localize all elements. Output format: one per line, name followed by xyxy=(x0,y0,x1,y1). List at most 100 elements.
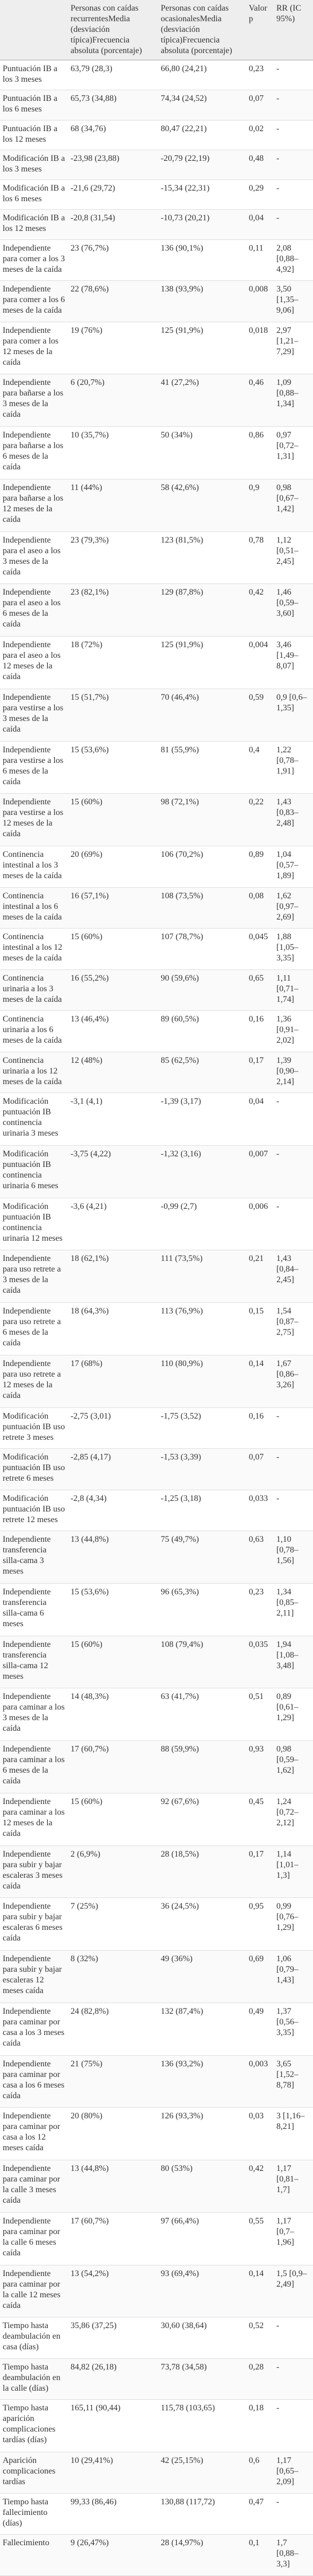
table-cell: 1,54 [0,87–2,75] xyxy=(274,1302,313,1355)
table-cell: 20 (80%) xyxy=(68,2107,158,2161)
table-cell: -3,1 (4,1) xyxy=(68,1093,158,1146)
table-cell: 28 (14,97%) xyxy=(158,2534,246,2576)
table-cell: 0,004 xyxy=(246,636,274,689)
row-label: Independiente transferencia silla-cama 1… xyxy=(0,1636,68,1689)
table-cell: - xyxy=(274,150,313,181)
table-row: Tiempo hasta deambulación en la calle (d… xyxy=(0,2358,313,2400)
table-cell: 106 (70,2%) xyxy=(158,846,246,888)
table-cell: 0,07 xyxy=(246,90,274,121)
table-row: Independiente para bañarse a los 6 meses… xyxy=(0,426,313,479)
table-row: Continencia urinaria a los 12 meses de l… xyxy=(0,1052,313,1094)
table-cell: - xyxy=(274,90,313,121)
table-cell: - xyxy=(274,209,313,240)
table-cell: 17 (60,7%) xyxy=(68,2212,158,2265)
table-header: Personas con caídas recurrentesMedia (de… xyxy=(0,0,313,61)
table-cell: 1,88 [1,05–3,35] xyxy=(274,928,313,970)
row-label: Independiente para el aseo a los 12 mese… xyxy=(0,636,68,689)
table-row: Modificación puntuación IB continencia u… xyxy=(0,1198,313,1251)
table-cell: 99,33 (86,46) xyxy=(68,2493,158,2535)
table-cell: 0,035 xyxy=(246,1636,274,1689)
row-label: Modificación IB a los 3 meses xyxy=(0,150,68,181)
table-cell: 85 (62,5%) xyxy=(158,1052,246,1094)
row-label: Independiente para subir y bajar escaler… xyxy=(0,1897,68,1951)
table-cell: 0,23 xyxy=(246,1583,274,1636)
table-cell: 0,48 xyxy=(246,150,274,181)
table-cell: -2,85 (4,17) xyxy=(68,1448,158,1490)
table-cell: 0,15 xyxy=(246,1302,274,1355)
table-cell: 0,52 xyxy=(246,2317,274,2359)
table-cell: -2,8 (4,34) xyxy=(68,1490,158,1532)
table-cell: 81 (55,9%) xyxy=(158,741,246,794)
table-cell: - xyxy=(274,1448,313,1490)
table-row: Independiente para caminar por la calle … xyxy=(0,2212,313,2265)
table-cell: 92 (67,6%) xyxy=(158,1793,246,1846)
table-row: Modificación IB a los 3 meses -23,98 (23,… xyxy=(0,150,313,181)
table-cell: 138 (93,9%) xyxy=(158,280,246,322)
table-cell: - xyxy=(274,60,313,91)
table-cell: 89 (60,5%) xyxy=(158,1010,246,1052)
table-row: Independiente para bañarse a los 3 meses… xyxy=(0,374,313,427)
table-row: Independiente para caminar por la calle … xyxy=(0,2265,313,2318)
table-cell: 15 (53,6%) xyxy=(68,1583,158,1636)
table-cell: 0,42 xyxy=(246,2160,274,2213)
table-cell: 1,10 [0,78–1,56] xyxy=(274,1531,313,1584)
table-cell: - xyxy=(274,2399,313,2453)
table-row: Independiente transferencia silla-cama 1… xyxy=(0,1636,313,1689)
table-row: Modificación puntuación IB uso retrete 1… xyxy=(0,1490,313,1532)
row-label: Modificación puntuación IB continencia u… xyxy=(0,1198,68,1251)
table-cell: 90 (59,6%) xyxy=(158,969,246,1011)
table-cell: 3,50 [1,35–9,06] xyxy=(274,280,313,322)
table-cell: 13 (54,2%) xyxy=(68,2265,158,2318)
table-cell: 0,045 xyxy=(246,928,274,970)
table-cell: 0,65 xyxy=(246,969,274,1011)
table-row: Independiente para el aseo a los 6 meses… xyxy=(0,583,313,637)
table-cell: 17 (68%) xyxy=(68,1355,158,1408)
table-cell: 93 (69,4%) xyxy=(158,2265,246,2318)
table-cell: 0,49 xyxy=(246,2003,274,2056)
table-cell: 0,1 xyxy=(246,2534,274,2576)
table-cell: 110 (80,9%) xyxy=(158,1355,246,1408)
row-label: Modificación puntuación IB continencia u… xyxy=(0,1145,68,1198)
row-label: Independiente transferencia silla-cama 3… xyxy=(0,1531,68,1584)
table-cell: 49 (36%) xyxy=(158,1950,246,2003)
row-label: Independiente para caminar por la calle … xyxy=(0,2212,68,2265)
table-row: Independiente para uso retrete a 6 meses… xyxy=(0,1302,313,1355)
table-row: Independiente para uso retrete a 12 mese… xyxy=(0,1355,313,1408)
row-label: Independiente para comer a los 6 meses d… xyxy=(0,280,68,322)
table-row: Independiente para caminar a los 3 meses… xyxy=(0,1688,313,1741)
table-cell: 1,43 [0,84–2,45] xyxy=(274,1250,313,1303)
table-row: Independiente transferencia silla-cama 6… xyxy=(0,1583,313,1636)
table-cell: 0,51 xyxy=(246,1688,274,1741)
table-cell: 96 (65,3%) xyxy=(158,1583,246,1636)
table-cell: 3 [1,16–8,21] xyxy=(274,2107,313,2161)
row-label: Fallecimiento xyxy=(0,2534,68,2576)
row-label: Independiente para uso retrete a 6 meses… xyxy=(0,1302,68,1355)
table-cell: - xyxy=(274,1490,313,1532)
table-cell: 107 (78,7%) xyxy=(158,928,246,970)
row-label: Independiente para subir y bajar escaler… xyxy=(0,1950,68,2003)
row-label: Independiente para caminar por casa a lo… xyxy=(0,2055,68,2108)
table-cell: -3,6 (4,21) xyxy=(68,1198,158,1251)
table-cell: 12 (48%) xyxy=(68,1052,158,1094)
table-cell: 23 (76,7%) xyxy=(68,239,158,281)
table-cell: 1,06 [0,79–1,43] xyxy=(274,1950,313,2003)
table-cell: 1,62 [0,97–2,69] xyxy=(274,887,313,929)
row-label: Puntuación IB a los 12 meses xyxy=(0,120,68,150)
table-cell: 3,46 [1,49–8,07] xyxy=(274,636,313,689)
table-cell: 80 (53%) xyxy=(158,2160,246,2213)
table-row: Independiente para caminar por la calle … xyxy=(0,2160,313,2213)
table-cell: -1,39 (3,17) xyxy=(158,1093,246,1146)
table-cell: 0,14 xyxy=(246,1355,274,1408)
table-cell: -2,75 (3,01) xyxy=(68,1407,158,1449)
table-cell: - xyxy=(274,2317,313,2359)
table-cell: 23 (82,1%) xyxy=(68,583,158,637)
row-label: Continencia intestinal a los 3 meses de … xyxy=(0,846,68,888)
table-cell: 0,07 xyxy=(246,1448,274,1490)
table-row: Independiente para subir y bajar escaler… xyxy=(0,1845,313,1899)
row-label: Independiente para vestirse a los 3 mese… xyxy=(0,689,68,742)
table-cell: 97 (66,4%) xyxy=(158,2212,246,2265)
table-cell: 0,11 xyxy=(246,239,274,281)
table-cell: 115,78 (103,65) xyxy=(158,2399,246,2453)
table-cell: 0,98 [0,67–1,42] xyxy=(274,479,313,532)
table-cell: -1,25 (3,18) xyxy=(158,1490,246,1532)
